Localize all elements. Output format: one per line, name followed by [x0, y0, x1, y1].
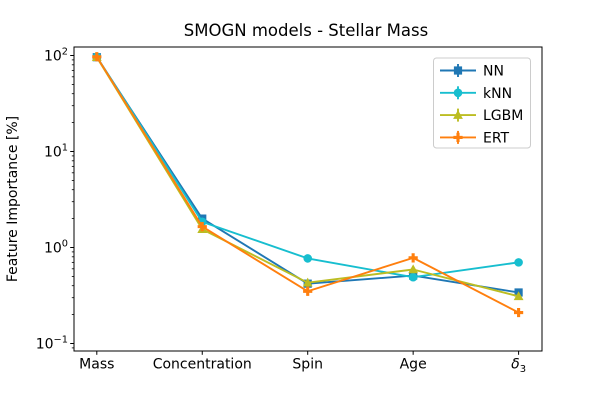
- x-tick-label: Age: [400, 357, 427, 373]
- data-point-marker-square: [453, 66, 463, 75]
- y-tick-label: 102: [44, 46, 68, 64]
- x-tick-label: Concentration: [153, 357, 252, 373]
- data-point-marker-plus: [453, 132, 463, 142]
- legend-entry-LGBM: LGBM: [440, 108, 523, 124]
- plot-area: 10−1 100 101 102 Mass Concentration Spin Age δ3 N…: [36, 46, 543, 376]
- legend-box: [433, 57, 531, 149]
- data-point-marker-triangle: [453, 110, 463, 119]
- legend-label: ERT: [483, 130, 510, 146]
- data-point-marker-plus: [408, 253, 418, 263]
- y-tick-label: 101: [44, 142, 68, 160]
- x-tick-label: Spin: [292, 357, 323, 373]
- data-point-marker-circle: [408, 272, 418, 282]
- data-point-marker-triangle: [408, 264, 419, 274]
- legend-label: NN: [483, 64, 504, 80]
- data-point-marker-plus: [197, 222, 207, 232]
- legend-entry-kNN: kNN: [440, 86, 512, 102]
- x-tick-label: δ3: [511, 357, 526, 376]
- x-tick-label: Mass: [79, 357, 114, 373]
- legend: NN kNN LGBM ERT: [433, 57, 531, 149]
- y-tick-label: 10−1: [36, 334, 68, 352]
- data-point-marker-triangle: [302, 277, 313, 287]
- data-point-marker-circle: [453, 88, 463, 98]
- series-ERT: [92, 52, 524, 318]
- data-point-marker-circle: [303, 254, 313, 263]
- data-point-marker-plus: [514, 307, 524, 318]
- data-point-marker-circle: [514, 258, 523, 267]
- legend-label: kNN: [483, 86, 512, 102]
- y-axis-label: Feature Importance [%]: [5, 116, 21, 282]
- y-tick-label: 100: [44, 238, 68, 256]
- legend-label: LGBM: [483, 108, 523, 124]
- data-point-marker-plus: [303, 286, 313, 296]
- legend-entry-NN: NN: [440, 64, 504, 80]
- series-kNN: [92, 52, 523, 282]
- data-point-marker-plus: [92, 52, 102, 62]
- data-point-marker-triangle: [513, 291, 524, 301]
- legend-entry-ERT: ERT: [440, 130, 510, 146]
- chart-title: SMOGN models - Stellar Mass: [184, 21, 428, 40]
